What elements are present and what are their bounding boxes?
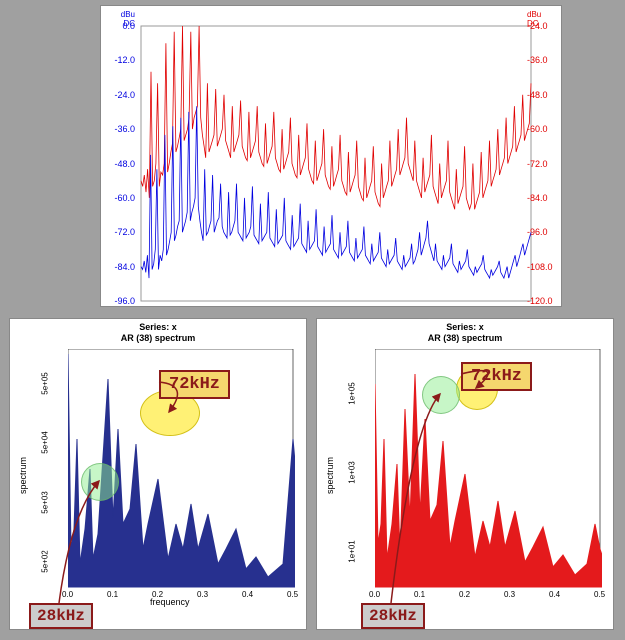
- left-tick: -72.0: [105, 227, 135, 237]
- xtick: 0.5: [594, 590, 605, 599]
- right-ylabel: spectrum: [325, 457, 335, 494]
- xtick: 0.4: [242, 590, 253, 599]
- xtick: 0.0: [369, 590, 380, 599]
- xtick: 0.1: [414, 590, 425, 599]
- xtick: 0.1: [107, 590, 118, 599]
- xtick: 0.4: [549, 590, 560, 599]
- ytick: 1e+05: [348, 382, 357, 404]
- left-tick: -60.0: [105, 193, 135, 203]
- xtick: 0.3: [504, 590, 515, 599]
- right-tick: -96.0: [527, 227, 557, 237]
- left-tick: -24.0: [105, 90, 135, 100]
- right-tick: -24.0: [527, 21, 557, 31]
- right-tick: -48.0: [527, 90, 557, 100]
- left-ylabel: spectrum: [18, 457, 28, 494]
- left-title1: Series: x: [10, 322, 306, 332]
- ytick: 5e+03: [41, 491, 50, 513]
- left-tick: -36.0: [105, 124, 135, 134]
- callout-72khz: 72kHz: [461, 362, 532, 391]
- left-ar-spectrum: Series: x AR (38) spectrum spectrum freq…: [9, 318, 307, 630]
- top-spectrum-chart: dBu DC dBu DC 0.0-12.0-24.0-36.0-48.0-60…: [100, 5, 562, 307]
- right-unit-top: dBu: [527, 10, 557, 19]
- left-tick: -84.0: [105, 262, 135, 272]
- left-tick: -96.0: [105, 296, 135, 306]
- callout-28khz: 28kHz: [29, 603, 93, 629]
- callout-72khz: 72kHz: [159, 370, 230, 399]
- highlight-28khz: [81, 463, 119, 501]
- right-tick: -120.0: [527, 296, 557, 306]
- left-unit-top: dBu: [105, 10, 135, 19]
- ytick: 1e+01: [348, 541, 357, 563]
- xtick: 0.3: [197, 590, 208, 599]
- left-title2: AR (38) spectrum: [10, 333, 306, 343]
- right-title1: Series: x: [317, 322, 613, 332]
- top-chart-svg: [101, 6, 561, 306]
- callout-28khz: 28kHz: [361, 603, 425, 629]
- xtick: 0.0: [62, 590, 73, 599]
- left-tick: -12.0: [105, 55, 135, 65]
- ytick: 5e+05: [41, 372, 50, 394]
- xtick: 0.2: [152, 590, 163, 599]
- right-tick: -60.0: [527, 124, 557, 134]
- right-tick: -72.0: [527, 159, 557, 169]
- left-tick: -48.0: [105, 159, 135, 169]
- ytick: 5e+04: [41, 432, 50, 454]
- xtick: 0.5: [287, 590, 298, 599]
- left-tick: 0.0: [105, 21, 135, 31]
- highlight-28khz: [422, 376, 460, 414]
- ytick: 1e+03: [348, 461, 357, 483]
- right-tick: -84.0: [527, 193, 557, 203]
- right-tick: -36.0: [527, 55, 557, 65]
- ytick: 5e+02: [41, 551, 50, 573]
- right-tick: -108.0: [527, 262, 557, 272]
- right-title2: AR (38) spectrum: [317, 333, 613, 343]
- xtick: 0.2: [459, 590, 470, 599]
